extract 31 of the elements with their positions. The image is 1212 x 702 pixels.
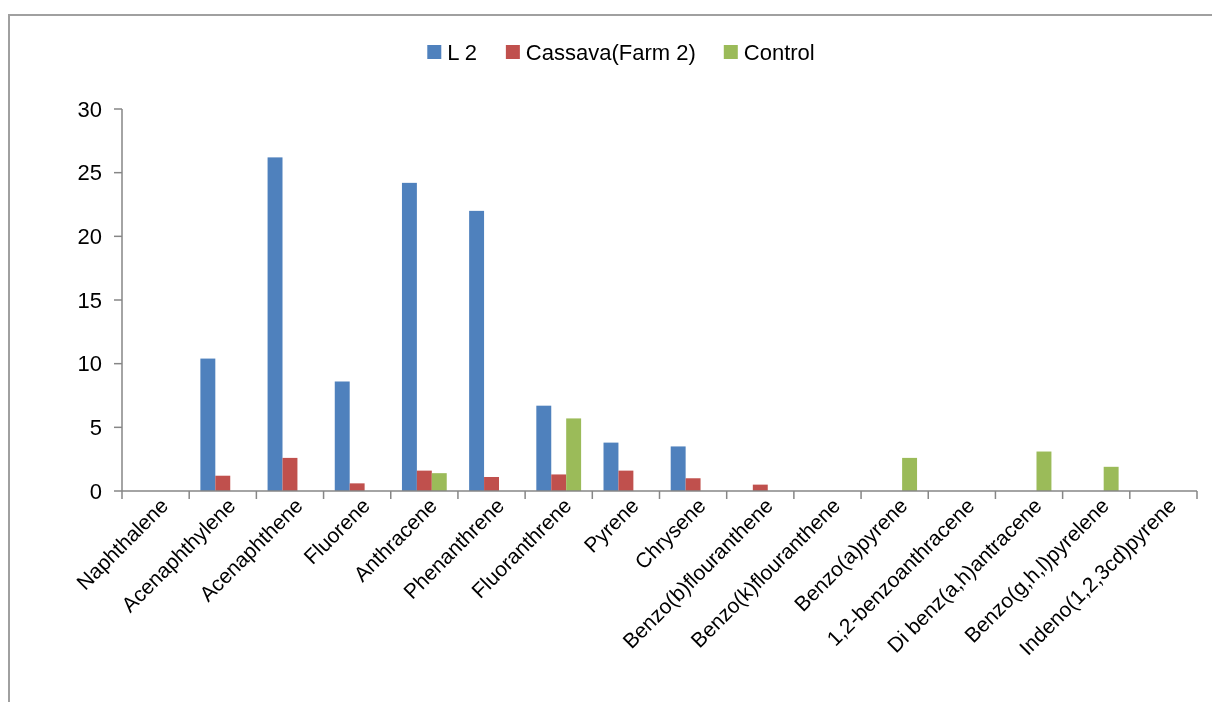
bar bbox=[416, 470, 432, 491]
legend-label: L 2 bbox=[447, 39, 478, 65]
bar bbox=[566, 418, 582, 491]
y-tick-label: 20 bbox=[77, 223, 102, 249]
bar bbox=[603, 442, 619, 491]
bar bbox=[902, 457, 918, 491]
y-tick-label: 25 bbox=[77, 160, 102, 186]
bar bbox=[551, 474, 567, 491]
bar bbox=[267, 157, 283, 491]
y-tick-label: 5 bbox=[89, 414, 102, 440]
bar bbox=[401, 182, 417, 491]
bar bbox=[282, 457, 298, 491]
bar bbox=[685, 478, 701, 491]
legend-label: Control bbox=[743, 39, 815, 65]
y-tick-label: 10 bbox=[77, 351, 102, 377]
y-tick-label: 15 bbox=[77, 287, 102, 313]
bar bbox=[484, 476, 499, 491]
legend-label: Cassava(Farm 2) bbox=[525, 39, 696, 65]
bar bbox=[431, 473, 447, 491]
bar bbox=[536, 405, 552, 491]
y-tick-label: 30 bbox=[77, 96, 102, 122]
bar bbox=[1036, 451, 1052, 491]
bar bbox=[1103, 466, 1119, 491]
bar bbox=[334, 381, 350, 491]
bar bbox=[469, 210, 485, 491]
bar bbox=[618, 470, 634, 491]
bar bbox=[215, 475, 231, 491]
bar bbox=[349, 483, 365, 491]
bar bbox=[200, 358, 216, 491]
bar bbox=[670, 446, 686, 491]
y-tick-label: 0 bbox=[89, 478, 102, 504]
